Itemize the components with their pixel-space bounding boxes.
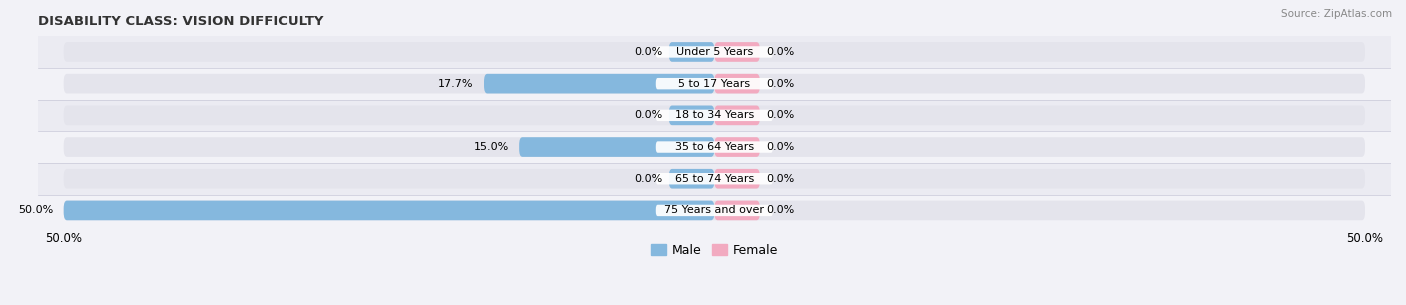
FancyBboxPatch shape [714, 201, 759, 220]
Text: 0.0%: 0.0% [766, 110, 794, 120]
FancyBboxPatch shape [655, 141, 773, 153]
FancyBboxPatch shape [669, 169, 714, 188]
Text: 35 to 64 Years: 35 to 64 Years [675, 142, 754, 152]
FancyBboxPatch shape [63, 74, 1365, 93]
FancyBboxPatch shape [63, 201, 714, 220]
Text: Source: ZipAtlas.com: Source: ZipAtlas.com [1281, 9, 1392, 19]
FancyBboxPatch shape [63, 42, 1365, 62]
Text: 15.0%: 15.0% [474, 142, 509, 152]
Bar [38, 195, 1391, 226]
Text: Under 5 Years: Under 5 Years [676, 47, 754, 57]
FancyBboxPatch shape [714, 137, 759, 157]
FancyBboxPatch shape [714, 106, 759, 125]
Text: 0.0%: 0.0% [634, 174, 662, 184]
FancyBboxPatch shape [655, 78, 773, 89]
Text: 50.0%: 50.0% [18, 206, 53, 215]
Bar [38, 68, 1391, 99]
FancyBboxPatch shape [669, 106, 714, 125]
FancyBboxPatch shape [655, 46, 773, 58]
Legend: Male, Female: Male, Female [645, 239, 783, 262]
Text: 0.0%: 0.0% [634, 47, 662, 57]
FancyBboxPatch shape [63, 137, 1365, 157]
FancyBboxPatch shape [63, 106, 1365, 125]
Text: 0.0%: 0.0% [766, 79, 794, 89]
Bar [38, 131, 1391, 163]
FancyBboxPatch shape [714, 169, 759, 188]
FancyBboxPatch shape [714, 74, 759, 93]
Text: 0.0%: 0.0% [766, 47, 794, 57]
Bar [38, 163, 1391, 195]
FancyBboxPatch shape [63, 201, 1365, 220]
Text: 0.0%: 0.0% [766, 142, 794, 152]
Bar [38, 99, 1391, 131]
Text: 0.0%: 0.0% [766, 174, 794, 184]
Bar [38, 36, 1391, 68]
Text: DISABILITY CLASS: VISION DIFFICULTY: DISABILITY CLASS: VISION DIFFICULTY [38, 15, 323, 28]
FancyBboxPatch shape [655, 173, 773, 185]
FancyBboxPatch shape [655, 109, 773, 121]
FancyBboxPatch shape [63, 169, 1365, 188]
FancyBboxPatch shape [484, 74, 714, 93]
Text: 5 to 17 Years: 5 to 17 Years [678, 79, 751, 89]
Text: 0.0%: 0.0% [766, 206, 794, 215]
Text: 75 Years and over: 75 Years and over [665, 206, 765, 215]
Text: 18 to 34 Years: 18 to 34 Years [675, 110, 754, 120]
Text: 65 to 74 Years: 65 to 74 Years [675, 174, 754, 184]
FancyBboxPatch shape [714, 42, 759, 62]
Text: 17.7%: 17.7% [439, 79, 474, 89]
FancyBboxPatch shape [669, 42, 714, 62]
FancyBboxPatch shape [655, 205, 773, 216]
Text: 0.0%: 0.0% [634, 110, 662, 120]
FancyBboxPatch shape [519, 137, 714, 157]
